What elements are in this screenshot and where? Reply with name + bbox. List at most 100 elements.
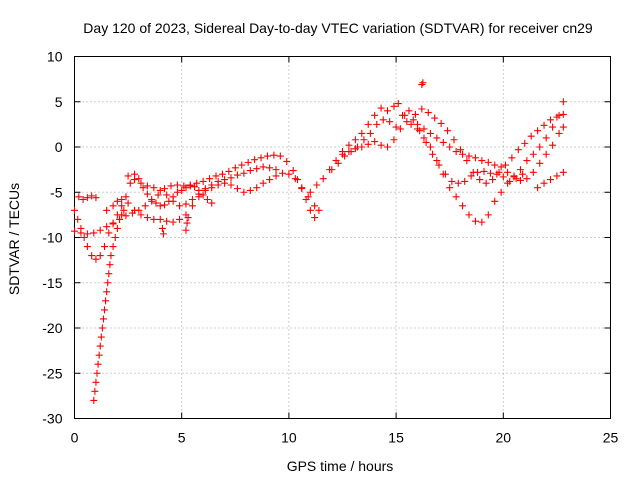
data-point — [253, 165, 261, 173]
data-points — [71, 79, 567, 404]
axis-ticks: 0 5 10 15 20 25 -30 -25 -20 -15 -10 -5 0 5 10 — [42, 49, 618, 446]
data-point — [156, 202, 164, 210]
data-point — [418, 105, 426, 113]
data-point — [364, 120, 372, 128]
data-point — [96, 226, 104, 234]
data-point — [549, 141, 557, 149]
x-tick-label: 10 — [281, 430, 297, 446]
data-point — [523, 157, 531, 165]
data-point — [399, 111, 407, 119]
data-point — [101, 306, 109, 314]
data-point — [439, 138, 447, 146]
y-tick-label: 5 — [55, 94, 63, 110]
data-point — [191, 183, 199, 191]
data-point — [426, 129, 434, 137]
data-point — [371, 138, 379, 146]
data-point — [409, 116, 417, 124]
data-point — [183, 219, 191, 227]
data-point — [184, 214, 192, 222]
data-point — [304, 193, 312, 201]
data-point — [163, 191, 171, 199]
data-point — [420, 134, 428, 142]
data-point — [270, 151, 278, 159]
series-track-6 — [124, 163, 280, 210]
data-point — [358, 143, 366, 151]
data-point — [83, 194, 91, 202]
data-point — [90, 229, 98, 237]
data-point — [315, 206, 323, 214]
data-point — [546, 176, 554, 184]
data-point — [182, 200, 190, 208]
data-point — [486, 169, 494, 177]
data-point — [116, 215, 124, 223]
data-point — [120, 206, 128, 214]
data-point — [101, 243, 109, 251]
data-point — [459, 202, 467, 210]
data-point — [429, 150, 437, 158]
data-point — [418, 81, 426, 89]
data-point — [435, 161, 443, 169]
data-point — [360, 136, 368, 144]
data-point — [516, 166, 524, 174]
data-point — [373, 120, 381, 128]
data-point — [150, 184, 158, 192]
data-point — [201, 185, 209, 193]
data-point — [514, 146, 522, 154]
data-point — [105, 229, 113, 237]
data-point — [233, 171, 241, 179]
data-point — [109, 243, 117, 251]
data-point — [148, 197, 156, 205]
data-point — [188, 202, 196, 210]
data-point — [122, 212, 130, 220]
data-point — [214, 177, 222, 185]
data-point — [259, 163, 267, 171]
data-point — [137, 179, 145, 187]
data-point — [227, 174, 235, 182]
data-point — [319, 175, 327, 183]
data-point — [478, 218, 486, 226]
data-point — [489, 176, 497, 184]
data-point — [173, 188, 181, 196]
y-tick-label: -30 — [42, 411, 62, 427]
data-point — [122, 193, 130, 201]
data-point — [225, 167, 233, 175]
x-axis-label: GPS time / hours — [287, 458, 394, 474]
y-axis-label: SDTVAR / TECUs — [6, 183, 22, 295]
data-point — [416, 127, 424, 135]
data-point — [83, 230, 91, 238]
data-point — [257, 154, 265, 162]
data-point — [559, 168, 567, 176]
data-point — [221, 176, 229, 184]
data-point — [276, 152, 284, 160]
data-point — [272, 172, 280, 180]
data-point — [482, 179, 490, 187]
data-point — [251, 156, 259, 164]
data-point — [96, 342, 104, 350]
data-point — [218, 170, 226, 178]
data-point — [540, 179, 548, 187]
data-point — [459, 150, 467, 158]
data-point — [139, 184, 147, 192]
data-point — [83, 243, 91, 251]
data-point — [553, 113, 561, 121]
y-tick-label: -25 — [42, 365, 62, 381]
data-point — [80, 234, 88, 241]
data-point — [523, 175, 531, 183]
data-point — [159, 230, 167, 238]
data-point — [527, 132, 535, 140]
data-point — [291, 175, 299, 183]
data-point — [278, 169, 286, 177]
series-track-3 — [71, 151, 319, 238]
data-point — [77, 229, 85, 237]
data-point — [345, 148, 353, 156]
data-point — [491, 197, 499, 205]
data-point — [113, 197, 121, 205]
data-point — [311, 202, 319, 210]
data-point — [158, 224, 166, 232]
data-point — [484, 211, 492, 219]
data-point — [516, 176, 524, 184]
data-point — [546, 116, 554, 124]
series-track-12 — [534, 168, 567, 192]
data-point — [92, 255, 100, 263]
